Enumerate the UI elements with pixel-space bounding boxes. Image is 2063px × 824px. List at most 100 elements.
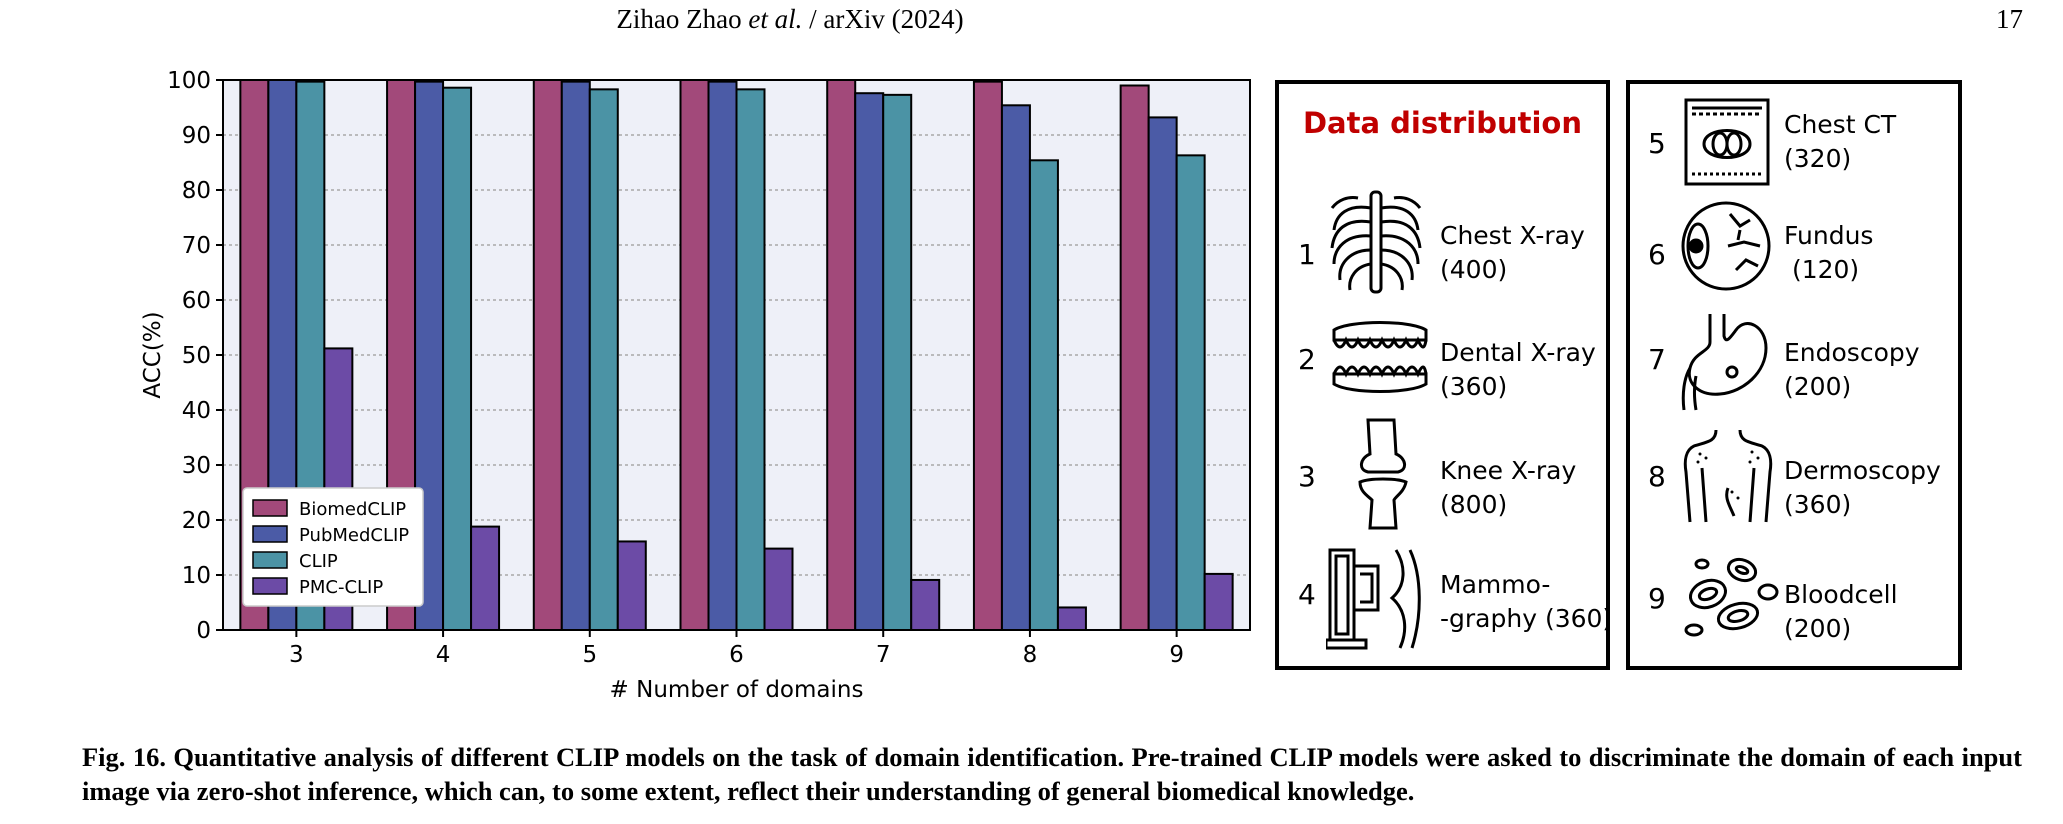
- knee-icon: [1358, 418, 1408, 530]
- legend-box: [242, 487, 424, 607]
- item-count: (320): [1784, 144, 1852, 173]
- y-tick-label: 30: [182, 453, 211, 479]
- teeth-icon: [1332, 321, 1428, 393]
- y-tick-label: 60: [182, 288, 211, 314]
- bar-pmc-clip: [763, 547, 794, 631]
- page-number: 17: [1996, 4, 2023, 34]
- ct-scan-icon: [1684, 98, 1770, 186]
- header-etal: et al.: [748, 4, 803, 34]
- panel-title: Data distribution: [1302, 106, 1582, 140]
- y-tick-label: 50: [182, 343, 211, 369]
- y-tick-label: 20: [182, 508, 211, 534]
- figure-caption: Fig. 16. Quantitative analysis of differ…: [82, 740, 2022, 808]
- item-number: 5: [1648, 127, 1666, 160]
- mammography-icon: [1326, 548, 1421, 650]
- bar-biomedclip: [1119, 84, 1150, 631]
- legend-swatch: [252, 551, 288, 569]
- x-tick-label: 5: [582, 642, 597, 668]
- item-number: 1: [1298, 238, 1316, 271]
- caption-label: Fig. 16.: [82, 742, 166, 772]
- item-label: Dermoscopy (360): [1784, 454, 1941, 522]
- bar-chart: 0 10 20 30 40 50 60 70 80 90 100 3 4 5 6 7 8 9 # Number of…: [140, 68, 1251, 700]
- y-tick-label: 70: [182, 233, 211, 259]
- y-tick-label: 100: [167, 68, 211, 94]
- y-tick-label: 90: [182, 123, 211, 149]
- item-number: 3: [1298, 460, 1316, 493]
- item-count: -graphy (360): [1440, 604, 1613, 633]
- bar-pmc-clip: [616, 540, 647, 632]
- x-tick-label: 4: [436, 642, 451, 668]
- item-number: 4: [1298, 578, 1316, 611]
- legend-swatch: [252, 499, 288, 517]
- bar-pmc-clip: [910, 578, 941, 632]
- x-tick-label: 6: [729, 642, 744, 668]
- bar-clip: [1175, 154, 1206, 631]
- item-count: (120): [1784, 255, 1860, 284]
- item-label: Chest CT (320): [1784, 108, 1896, 176]
- item-number: 9: [1648, 582, 1666, 615]
- item-name: Knee X-ray: [1440, 456, 1577, 485]
- item-number: 6: [1648, 238, 1666, 271]
- header-venue: / arXiv (2024): [809, 4, 964, 34]
- bar-pubmedclip: [707, 80, 738, 631]
- blood-cells-icon: [1684, 557, 1779, 637]
- y-axis-label: ACC(%): [140, 311, 166, 398]
- legend-swatch: [252, 525, 288, 543]
- bar-biomedclip: [679, 79, 710, 631]
- bar-clip: [1028, 159, 1059, 632]
- bar-pubmedclip: [1000, 104, 1031, 632]
- item-name: Chest CT: [1784, 110, 1897, 139]
- x-tick-label: 8: [1023, 642, 1038, 668]
- bar-pmc-clip: [1203, 572, 1234, 632]
- item-name: Chest X-ray: [1440, 221, 1585, 250]
- item-name: Dental X-ray: [1440, 338, 1596, 367]
- item-count: (800): [1440, 490, 1508, 519]
- bar-clip: [735, 88, 766, 632]
- item-label: Bloodcell (200): [1784, 578, 1898, 646]
- item-number: 7: [1648, 343, 1666, 376]
- item-name: Endoscopy: [1784, 338, 1920, 367]
- x-tick-label: 9: [1169, 642, 1184, 668]
- bar-clip: [882, 93, 913, 632]
- item-label: Mammo- -graphy (360): [1440, 568, 1612, 636]
- item-label: Endoscopy (200): [1784, 336, 1920, 404]
- item-count: (200): [1784, 372, 1852, 401]
- bar-pmc-clip: [1056, 606, 1087, 632]
- item-name: Dermoscopy: [1784, 456, 1941, 485]
- item-count: (360): [1784, 490, 1852, 519]
- skin-torso-icon: [1683, 429, 1773, 523]
- caption-text: Quantitative analysis of different CLIP …: [82, 742, 2022, 806]
- bar-biomedclip: [532, 79, 563, 631]
- bar-pubmedclip: [854, 92, 885, 631]
- bar-clip: [442, 86, 473, 631]
- y-tick-label: 0: [196, 618, 211, 644]
- item-label: Knee X-ray (800): [1440, 454, 1576, 522]
- header-author: Zihao Zhao: [616, 4, 742, 34]
- item-count: (200): [1784, 614, 1852, 643]
- item-number: 8: [1648, 460, 1666, 493]
- legend-label: PMC-CLIP: [299, 577, 383, 598]
- eye-icon: [1681, 201, 1771, 291]
- legend-label: PubMedCLIP: [299, 525, 409, 546]
- bar-biomedclip: [972, 80, 1003, 631]
- ribcage-icon: [1330, 190, 1422, 294]
- item-name: Bloodcell: [1784, 580, 1898, 609]
- bar-biomedclip: [826, 79, 857, 631]
- item-label: Dental X-ray (360): [1440, 336, 1596, 404]
- item-label: Fundus (120): [1784, 219, 1873, 287]
- bar-pubmedclip: [560, 80, 591, 631]
- x-tick-label: 7: [876, 642, 891, 668]
- y-tick-label: 10: [182, 563, 211, 589]
- bar-clip: [588, 88, 619, 632]
- data-distribution-panel-2: [1626, 80, 1962, 670]
- legend-label: BiomedCLIP: [299, 499, 406, 520]
- y-tick-label: 80: [182, 178, 211, 204]
- item-count: (400): [1440, 255, 1508, 284]
- plot-frame: [222, 79, 1251, 631]
- legend-swatch: [252, 577, 288, 595]
- bar-pubmedclip: [1147, 116, 1178, 631]
- y-tick-label: 40: [182, 398, 211, 424]
- x-tick-label: 3: [289, 642, 304, 668]
- item-name: Mammo-: [1440, 570, 1551, 599]
- item-label: Chest X-ray (400): [1440, 219, 1585, 287]
